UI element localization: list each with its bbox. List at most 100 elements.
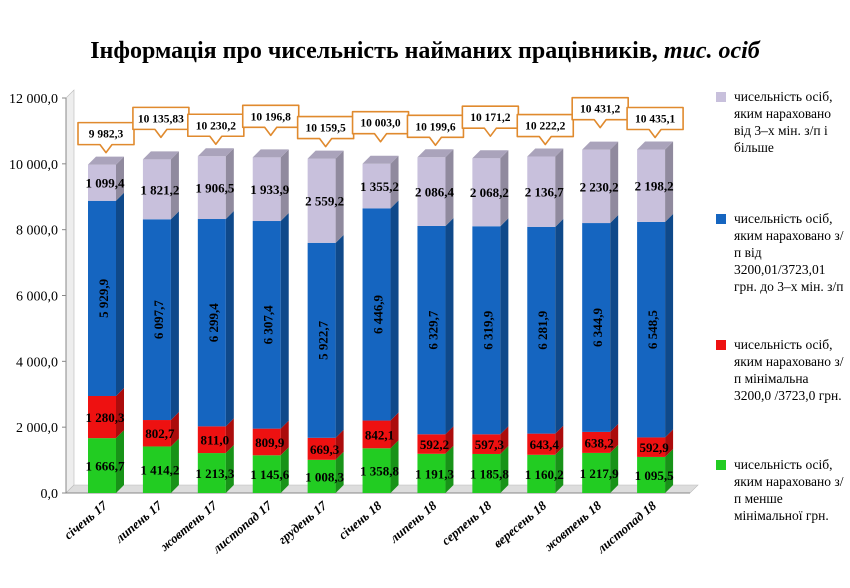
y-tick-label: 2 000,0 [16,421,58,436]
bar-segment [307,437,336,460]
side-wall [65,89,75,494]
data-label: 6 344,9 [590,307,605,347]
legend-swatch [716,92,726,102]
total-label: 10 230,2 [196,120,237,132]
bar-segment-side [280,149,289,222]
data-label: 2 136,7 [525,185,565,200]
bar-segment [637,437,666,457]
data-label: 643,4 [530,437,560,452]
x-tick-label: січень 18 [335,497,384,542]
y-tick-label: 8 000,0 [16,224,58,239]
total-label: 9 982,3 [89,129,124,141]
legend-item: чисельність осіб, яким нараховано від 3–… [734,89,833,155]
legend-item: чисельність осіб, яким нараховано з/п мі… [734,337,844,403]
chart-title-unit: тис. осіб [663,38,760,64]
bar-segment-side [665,448,674,493]
bar-segment [582,431,611,453]
bar-segment-side [170,151,179,220]
bar-segment [362,163,391,209]
bar-segment-side [225,445,234,493]
bar-segment-side [555,446,564,493]
y-tick-label: 12 000,0 [9,92,58,107]
legend-item: чисельність осіб, яким нараховано з/п ме… [734,457,844,523]
data-label: 1 099,4 [86,176,126,191]
total-label: 10 199,6 [415,121,456,133]
bar-segment [252,221,281,429]
y-tick-label: 6 000,0 [16,290,58,305]
data-label: 2 198,2 [635,179,674,194]
data-label: 6 307,4 [261,305,276,345]
bar-segment-side [500,218,509,435]
bar-segment-side [280,420,289,456]
bar-segment-top [252,149,289,158]
legend-item: чисельність осіб, яким нараховано з/п ві… [734,211,844,294]
bar-segment [197,426,226,454]
data-label: 1 933,9 [250,182,290,197]
bar-segment [197,453,226,493]
bar-segment [527,156,556,227]
bar-segment-side [610,215,619,432]
bar-segment-side [225,418,234,454]
y-tick-label: 0,0 [41,487,59,502]
data-label: 592,2 [420,437,449,452]
bar-segment-side [390,412,399,449]
bar-segment-top [417,149,454,158]
chart-title-text: Інформація про чисельність найманих прац… [90,38,658,64]
data-label: 592,9 [639,440,669,455]
data-label: 1 095,5 [635,468,675,483]
data-label: 802,7 [145,426,175,441]
bar-segment-side [445,149,454,226]
data-label: 1 191,3 [415,466,455,481]
bar-segment-side [610,141,619,224]
bar-segment [637,456,666,493]
bar-segment [307,459,336,493]
bar-segment-side [500,150,509,227]
bar-segment-side [610,444,619,493]
bar-segment [472,434,501,454]
bar-segment [88,200,116,396]
data-label: 1 906,5 [195,181,235,196]
data-label: 1 355,2 [360,179,399,194]
bar-segment-top [307,150,344,159]
data-label: 6 281,9 [535,310,550,350]
bar-segment-side [555,148,564,227]
data-label: 842,1 [365,427,394,442]
bar-segment [362,420,391,449]
bar-segment [472,453,501,493]
bar-segment [527,454,556,493]
data-label: 809,9 [255,435,285,450]
data-label: 1 821,2 [140,182,179,197]
total-label: 10 135,83 [138,113,184,125]
total-callout [571,96,629,129]
total-callout [626,106,684,139]
bar-segment [88,438,116,493]
bar-segment-side [445,217,454,435]
x-tick-label: листопад 17 [209,497,275,556]
bar-segment [142,446,171,493]
bar-segment-top [362,155,399,164]
bar-segment-side [610,423,619,453]
bar-segment [472,158,501,227]
bar-segment [252,428,281,456]
data-label: 1 213,3 [195,466,235,481]
bar-segment-side [280,213,289,429]
data-label: 1 160,2 [525,467,564,482]
chart-title: Інформація про чисельність найманих прац… [0,38,850,65]
bar-segment [252,455,281,493]
data-label: 1 414,2 [140,463,179,478]
y-tick-label: 10 000,0 [9,158,58,173]
x-tick-label: липень 18 [386,497,440,546]
data-label: 2 068,2 [470,185,509,200]
legend-swatch [716,214,726,224]
total-label: 10 196,8 [251,111,292,123]
total-label: 10 222,2 [525,121,566,133]
data-label: 669,3 [310,442,340,457]
y-tick-label: 4 000,0 [16,355,58,370]
data-label: 2 230,2 [580,179,619,194]
bar-segment-top [88,156,124,165]
bar-segment [197,219,226,427]
bar-segment [527,226,556,434]
bar-segment [472,226,501,435]
total-label: 10 159,5 [306,123,347,135]
